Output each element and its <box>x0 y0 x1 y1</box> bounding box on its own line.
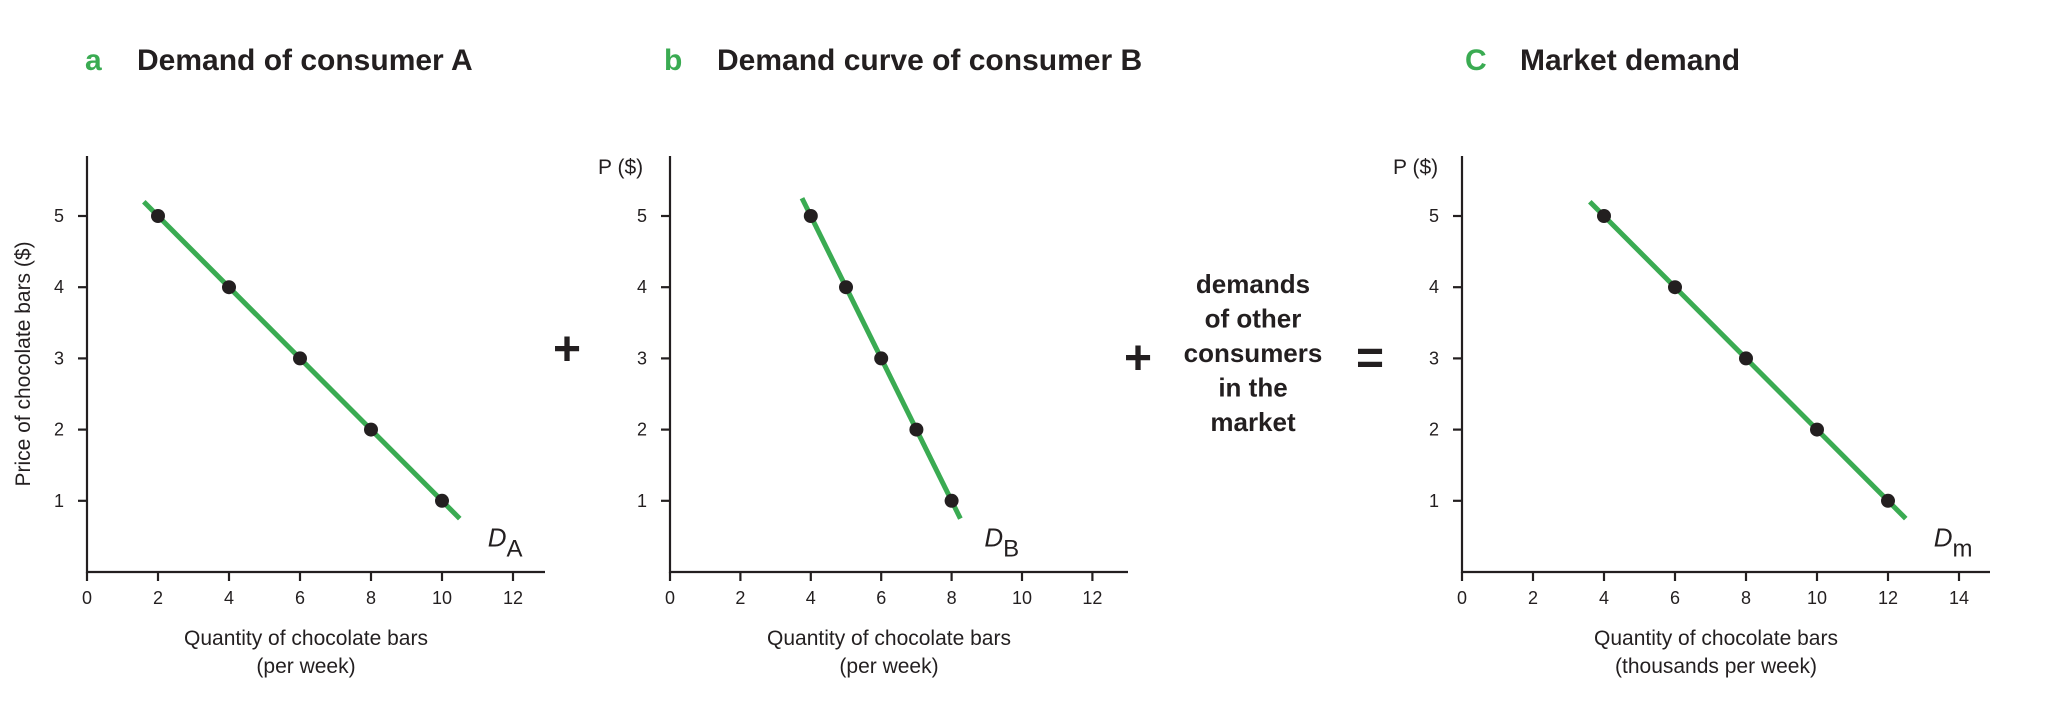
data-point <box>1810 422 1824 437</box>
panel-c-letter: C <box>1465 44 1487 77</box>
y-tick-label: 3 <box>1429 348 1439 368</box>
x-tick-label: 2 <box>735 588 745 608</box>
panel-c-axes <box>1460 156 1990 574</box>
plus-operator-1: + <box>553 323 581 376</box>
equals-operator: = <box>1356 332 1384 385</box>
data-point <box>435 493 449 508</box>
curve-label-c: Dm <box>1934 523 1973 563</box>
x-tick-label: 8 <box>1741 588 1751 608</box>
data-point <box>151 209 165 223</box>
data-point <box>364 422 378 437</box>
x-tick-label: 10 <box>1807 588 1827 608</box>
data-point <box>874 351 889 366</box>
x-axis-label: Quantity of chocolate bars (per week) <box>767 627 1011 678</box>
y-axis-label: Price of chocolate bars ($) <box>12 241 35 486</box>
x-tick-label: 2 <box>1528 588 1538 608</box>
x-tick-label: 14 <box>1949 588 1969 608</box>
x-tick-label: 2 <box>153 588 163 608</box>
x-tick-label: 10 <box>1012 588 1032 608</box>
x-tick-label: 0 <box>82 588 92 608</box>
y-tick-label: 5 <box>637 206 647 226</box>
x-tick-label: 0 <box>665 588 675 608</box>
curve-label-b: DB <box>984 523 1019 563</box>
data-point <box>293 351 307 366</box>
x-tick-label: 4 <box>1599 588 1609 608</box>
y-tick-label: 1 <box>637 491 647 511</box>
y-tick-label: 2 <box>54 420 64 440</box>
data-point <box>1881 493 1895 508</box>
y-tick-label: 3 <box>637 348 647 368</box>
x-tick-label: 4 <box>224 588 234 608</box>
panel-b-axes <box>668 156 1128 574</box>
data-point <box>803 209 818 223</box>
x-tick-label: 0 <box>1457 588 1467 608</box>
y-tick-label: 4 <box>54 277 64 297</box>
x-tick-label: 4 <box>806 588 816 608</box>
curve-label-a: DA <box>488 523 523 563</box>
y-tick-label: 2 <box>1429 420 1439 440</box>
panel-c-title: Market demand <box>1520 44 1740 77</box>
other-demands-note: demands of other consumers in the market <box>1184 269 1323 437</box>
x-tick-label: 6 <box>876 588 886 608</box>
y-tick-label: 3 <box>54 348 64 368</box>
panel-b-title: Demand curve of consumer B <box>717 44 1142 77</box>
y-tick-label: 5 <box>1429 206 1439 226</box>
x-tick-label: 12 <box>503 588 523 608</box>
x-tick-label: 12 <box>1878 588 1898 608</box>
x-tick-label: 12 <box>1082 588 1102 608</box>
data-point <box>839 280 853 295</box>
data-point <box>1668 280 1682 295</box>
x-axis-label: Quantity of chocolate bars (thousands per… <box>1594 627 1838 678</box>
data-point <box>1597 209 1611 223</box>
y-unit-label: P ($) <box>598 156 643 179</box>
y-tick-label: 1 <box>1429 491 1439 511</box>
x-tick-label: 10 <box>432 588 452 608</box>
plus-operator-2: + <box>1124 332 1152 385</box>
y-tick-label: 4 <box>1429 277 1439 297</box>
x-tick-label: 8 <box>366 588 376 608</box>
y-tick-label: 1 <box>54 491 64 511</box>
panel-a-letter: a <box>85 44 102 77</box>
panel-b-letter: b <box>664 44 682 77</box>
y-tick-label: 4 <box>637 277 647 297</box>
data-point <box>909 422 924 437</box>
data-point <box>1739 351 1753 366</box>
x-tick-label: 8 <box>947 588 957 608</box>
y-tick-label: 2 <box>637 420 647 440</box>
y-unit-label: P ($) <box>1393 156 1438 179</box>
x-tick-label: 6 <box>1670 588 1680 608</box>
x-axis-label: Quantity of chocolate bars (per week) <box>184 627 428 678</box>
y-tick-label: 5 <box>54 206 64 226</box>
panel-a-title: Demand of consumer A <box>137 44 473 77</box>
data-point <box>222 280 236 295</box>
x-tick-label: 6 <box>295 588 305 608</box>
data-point <box>944 493 959 508</box>
